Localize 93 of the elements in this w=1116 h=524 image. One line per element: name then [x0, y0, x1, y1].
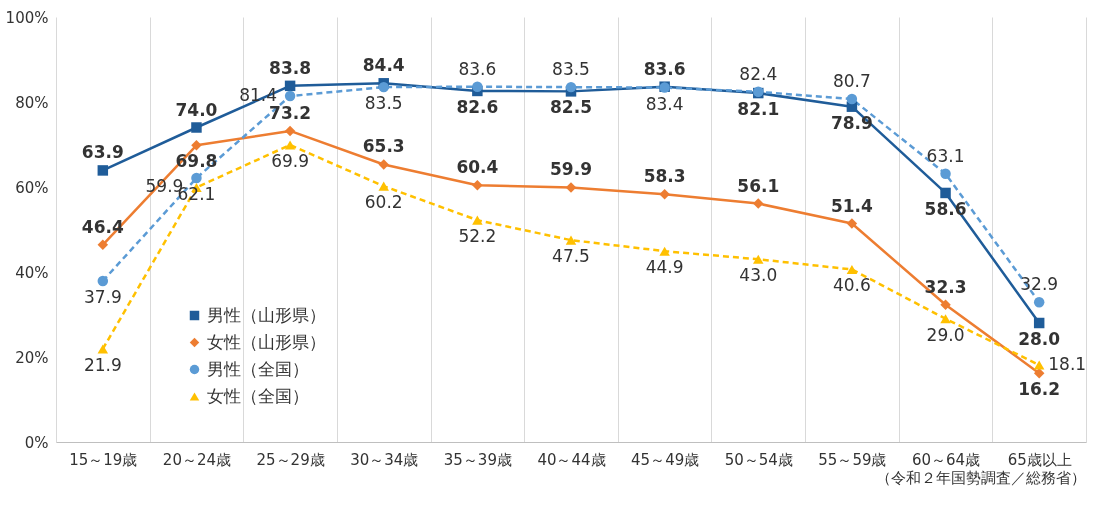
data-label: 83.5 — [552, 59, 590, 80]
point — [940, 314, 951, 324]
data-label: 40.6 — [832, 275, 871, 296]
x-tick-label: 60～64歳 — [911, 450, 981, 469]
y-tick-label: 40% — [15, 263, 49, 282]
data-label: 52.2 — [458, 226, 497, 247]
point — [846, 264, 858, 274]
data-label: 78.9 — [830, 112, 873, 133]
point — [378, 81, 389, 93]
x-tick-label: 15～19歳 — [69, 450, 138, 469]
point — [191, 172, 202, 184]
legend-label: 女性（山形県） — [207, 331, 326, 352]
point — [565, 81, 577, 93]
y-tick-label: 100% — [5, 8, 49, 27]
x-tick-label: 20～24歳 — [162, 450, 232, 469]
data-label: 84.4 — [362, 55, 405, 76]
x-tick-label: 25～29歳 — [256, 450, 325, 469]
x-tick-label: 30～34歳 — [350, 450, 419, 469]
y-tick-label: 60% — [15, 178, 49, 197]
data-label: 32.3 — [924, 276, 967, 297]
point — [940, 299, 951, 310]
data-label: 65.3 — [362, 136, 405, 157]
point — [284, 140, 296, 150]
data-label: 82.1 — [737, 99, 780, 120]
point — [284, 125, 296, 137]
point — [378, 159, 389, 170]
data-label: 28.0 — [1018, 329, 1061, 349]
data-label: 83.8 — [269, 57, 312, 78]
y-tick-label: 20% — [15, 348, 49, 367]
point — [1033, 360, 1045, 370]
x-tick-label: 40～44歳 — [537, 450, 606, 469]
data-label: 37.9 — [83, 286, 122, 307]
y-tick-label: 0% — [24, 433, 49, 452]
point — [378, 181, 389, 191]
data-label: 29.0 — [926, 324, 965, 345]
x-tick-label: 65歳以上 — [1007, 450, 1072, 469]
data-label: 51.4 — [830, 195, 874, 216]
data-label: 83.6 — [458, 58, 497, 79]
point — [191, 140, 202, 151]
data-label: 63.9 — [81, 142, 124, 163]
text: （令和２年国勢調査／総務省） — [876, 469, 1087, 487]
x-tick-label: 45～49歳 — [631, 450, 700, 469]
data-label: 60.2 — [364, 192, 403, 213]
point — [846, 93, 858, 105]
data-label: 56.1 — [737, 175, 780, 196]
point — [565, 235, 577, 245]
data-label: 82.5 — [550, 97, 592, 118]
point — [97, 165, 109, 176]
point — [97, 239, 109, 251]
data-label: 82.4 — [739, 63, 778, 84]
data-label: 32.9 — [1020, 274, 1059, 295]
x-tick-label: 55～59歳 — [818, 450, 887, 469]
point — [1033, 317, 1045, 329]
y-tick-label: 80% — [15, 93, 49, 112]
point — [97, 275, 109, 287]
point — [753, 254, 764, 264]
data-label: 82.6 — [456, 96, 499, 117]
point — [846, 218, 858, 229]
point — [191, 122, 202, 133]
legend-label: 男性（全国） — [207, 358, 309, 379]
data-label: 80.7 — [832, 71, 871, 92]
point — [284, 80, 296, 92]
point — [940, 168, 951, 180]
data-label: 44.9 — [645, 257, 684, 278]
data-label: 83.4 — [645, 93, 684, 114]
point — [753, 198, 764, 209]
data-label: 58.3 — [643, 166, 686, 187]
x-tick-label: 50～54歳 — [724, 450, 793, 469]
x-tick-label: 35～39歳 — [443, 450, 512, 469]
point — [659, 246, 670, 256]
point — [472, 81, 483, 92]
data-label: 73.2 — [269, 102, 312, 123]
data-label: 60.4 — [456, 157, 499, 178]
data-label: 69.9 — [271, 150, 310, 171]
point — [472, 215, 483, 225]
data-label: 63.1 — [926, 145, 965, 166]
point — [284, 90, 296, 102]
point — [940, 187, 951, 199]
data-label: 16.2 — [1018, 379, 1061, 400]
point — [1033, 296, 1045, 308]
point — [565, 182, 577, 193]
legend-label: 女性（全国） — [207, 385, 309, 406]
data-label: 74.0 — [175, 99, 218, 120]
data-label: 43.0 — [739, 265, 778, 286]
point — [472, 180, 483, 191]
data-label: 59.9 — [550, 159, 592, 180]
data-label: 18.1 — [1048, 354, 1087, 375]
legend-label: 男性（山形県） — [207, 304, 326, 325]
data-label: 47.5 — [552, 246, 590, 267]
point — [659, 188, 670, 200]
data-label: 83.6 — [643, 58, 686, 79]
data-label: 21.9 — [83, 354, 122, 375]
data-label: 83.5 — [364, 93, 403, 114]
